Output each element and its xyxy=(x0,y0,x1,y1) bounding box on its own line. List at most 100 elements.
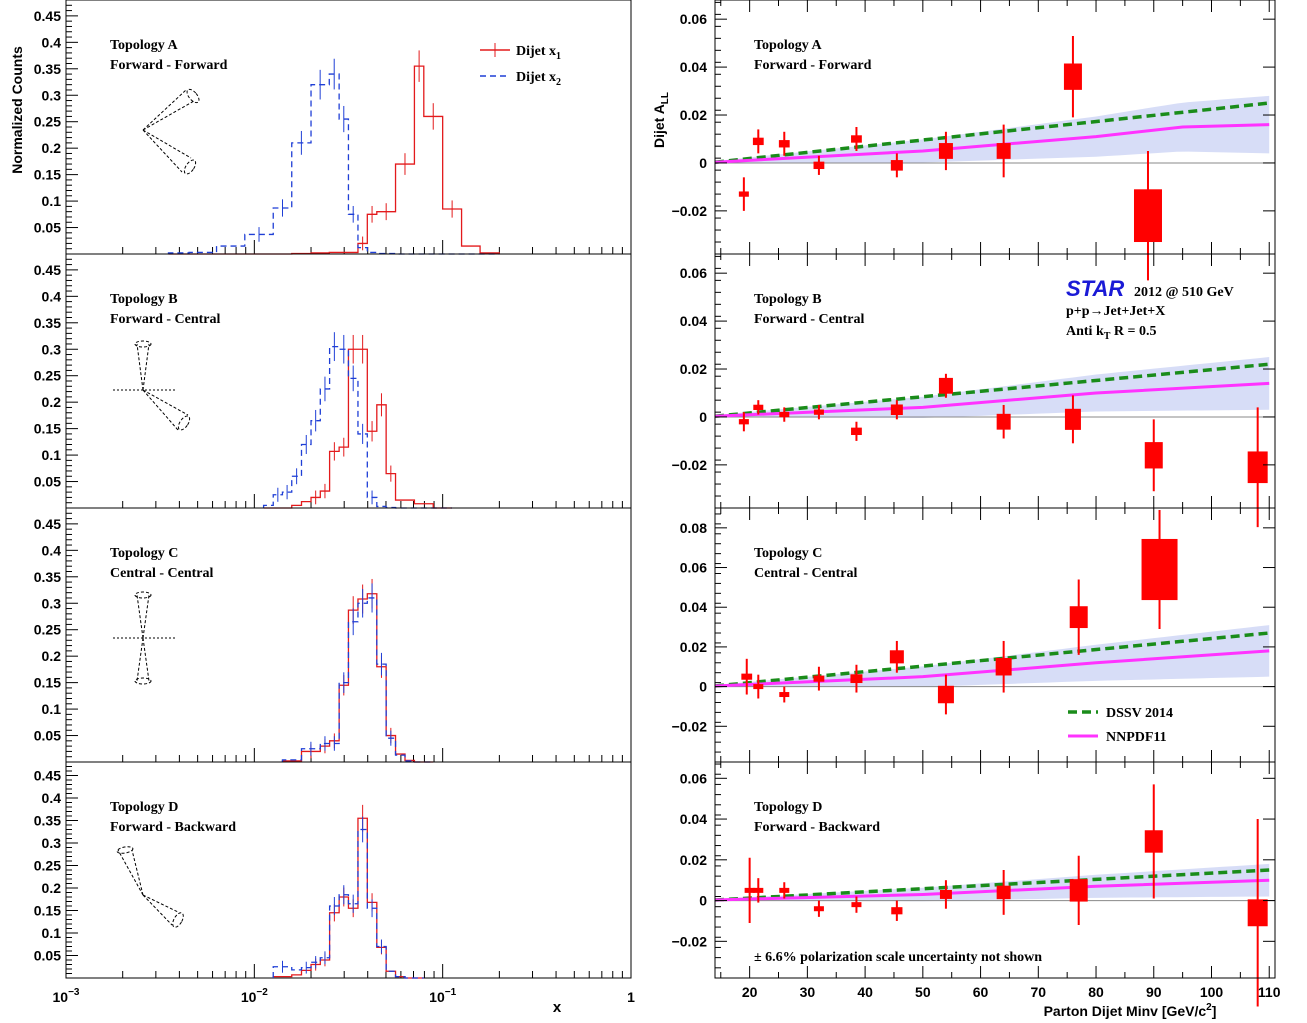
y-tick-label: 0.15 xyxy=(34,675,61,691)
right-x-tick-label: 70 xyxy=(1031,984,1047,1000)
data-point-sys-box xyxy=(779,692,790,698)
topology-title: Topology C xyxy=(754,546,822,561)
data-point-sys-box xyxy=(753,684,764,690)
hist-x1 xyxy=(281,593,434,763)
topology-subtitle: Forward - Backward xyxy=(754,820,880,835)
y-tick-label: −0.02 xyxy=(672,457,708,473)
right-x-tick-label: 50 xyxy=(915,984,931,1000)
topology-subtitle: Forward - Backward xyxy=(110,820,236,835)
jet-cone-icon xyxy=(113,340,191,431)
hist-panel-2: 0.05 0.1 0.15 0.2 0.25 0.3 0.35 0.4 0.45 Topology… xyxy=(34,253,632,509)
legend-x2-label: Dijet x2 xyxy=(516,70,561,88)
polarization-footnote: ± 6.6% polarization scale uncertainty no… xyxy=(754,950,1042,965)
cone-edge xyxy=(136,594,144,639)
algorithm-algo: Anti k xyxy=(1066,324,1104,339)
left-x-tick-label: 10−2 xyxy=(241,987,268,1005)
data-point-sys-box xyxy=(850,674,863,684)
asym-panel-4: −0.02 0 0.02 0.04 0.06 Topology D Forward - Ba… xyxy=(672,761,1276,1007)
left-x-tick-label: 10−3 xyxy=(53,987,80,1005)
y-tick-label: 0 xyxy=(699,409,707,425)
cone-mouth xyxy=(177,415,191,431)
asym-panel-1: −0.02 0 0.02 0.04 0.06 Topology A Forward - Fo… xyxy=(672,0,1276,281)
data-point-sys-box xyxy=(851,427,862,436)
right-x-label-end: ] xyxy=(1212,1003,1217,1019)
y-tick-label: 0.06 xyxy=(680,265,707,281)
left-x-axis-label: x xyxy=(553,999,562,1016)
topology-title: Topology B xyxy=(110,292,178,307)
right-x-tick-label: 80 xyxy=(1088,984,1104,1000)
dssv-curve xyxy=(714,868,1270,902)
hist-panel-1: 0.05 0.1 0.15 0.2 0.25 0.3 0.35 0.4 0.45 Topology… xyxy=(34,0,632,255)
right-x-tick-label: 60 xyxy=(973,984,989,1000)
nnpdf-uncertainty-band xyxy=(715,357,1270,418)
legend-dssv-label: DSSV 2014 xyxy=(1106,706,1173,721)
y-tick-label: 0.25 xyxy=(34,622,61,638)
cone-mouth xyxy=(134,340,152,348)
hist-panel-3: 0.05 0.1 0.15 0.2 0.25 0.3 0.35 0.4 0.45 Topology… xyxy=(34,507,632,763)
data-point-sys-box xyxy=(996,143,1011,159)
data-point-sys-box xyxy=(813,675,825,682)
left-y-axis-label: Normalized Counts xyxy=(9,46,25,174)
cone-edge xyxy=(136,637,144,682)
cone-mouth xyxy=(186,88,200,104)
right-y-axis-label: Dijet ALL xyxy=(651,92,671,148)
y-tick-label: 0.2 xyxy=(42,140,62,156)
y-tick-label: 0.3 xyxy=(42,835,62,851)
y-tick-label: 0.4 xyxy=(42,288,62,304)
y-tick-label: 0.2 xyxy=(42,648,62,664)
topology-title: Topology B xyxy=(754,292,822,307)
y-tick-label: 0.15 xyxy=(34,167,61,183)
cone-mouth xyxy=(172,912,184,928)
dssv-curve xyxy=(714,631,1270,688)
data-point-sys-box xyxy=(779,411,790,418)
y-tick-label: 0.1 xyxy=(42,447,62,463)
right-x-tick-label: 40 xyxy=(857,984,873,1000)
topology-title: Topology C xyxy=(110,546,178,561)
topology-title: Topology D xyxy=(754,800,822,815)
topology-subtitle: Forward - Forward xyxy=(110,58,228,73)
left-x-tick-label: 10−1 xyxy=(429,987,456,1005)
jet-cone-icon xyxy=(113,591,177,685)
data-point-sys-box xyxy=(1144,830,1163,853)
topology-title: Topology A xyxy=(110,38,178,53)
y-tick-label: 0.35 xyxy=(34,569,61,585)
y-tick-label: −0.02 xyxy=(672,203,708,219)
star-logo: STAR xyxy=(1066,276,1124,301)
y-tick-label: 0.3 xyxy=(42,341,62,357)
topology-subtitle: Forward - Forward xyxy=(754,58,872,73)
y-tick-label: 0.4 xyxy=(42,790,62,806)
data-point-sys-box xyxy=(778,140,790,148)
data-point-sys-box xyxy=(813,161,825,170)
right-y-label-sub: LL xyxy=(660,92,671,104)
cone-lines xyxy=(142,389,189,431)
y-tick-label: 0.4 xyxy=(42,34,62,50)
hist-x1 xyxy=(168,65,501,255)
data-point-sys-box xyxy=(813,906,824,912)
y-tick-label: 0 xyxy=(699,679,707,695)
nnpdf-curve xyxy=(714,123,1270,164)
data-point-sys-box xyxy=(813,409,824,415)
data-point-sys-box xyxy=(741,673,753,680)
star-annotation: STAR 2012 @ 510 GeV p+p→Jet+Jet+X Anti kT R… xyxy=(1066,276,1234,342)
y-tick-label: 0.05 xyxy=(34,728,61,744)
data-point-sys-box xyxy=(1141,538,1178,601)
nnpdf-uncertainty-band xyxy=(715,863,1270,902)
data-point-sys-box xyxy=(738,419,749,425)
plot-frame xyxy=(714,761,1276,979)
data-point-sys-box xyxy=(779,887,790,893)
hist-x1 xyxy=(272,817,424,979)
y-tick-label: 0.05 xyxy=(34,474,61,490)
y-tick-label: 0.04 xyxy=(680,59,707,75)
y-tick-label: 0.3 xyxy=(42,595,62,611)
hist-x2 xyxy=(167,73,500,255)
algorithm-text: Anti kT R = 0.5 xyxy=(1066,324,1157,342)
y-tick-label: −0.02 xyxy=(672,933,708,949)
data-point-sys-box xyxy=(1069,879,1088,902)
nnpdf-uncertainty-band xyxy=(715,95,1270,164)
hist-x2 xyxy=(262,345,452,509)
right-x-tick-label: 30 xyxy=(800,984,816,1000)
y-tick-label: 0.02 xyxy=(680,107,707,123)
cone-edge xyxy=(142,343,150,391)
y-tick-label: −0.02 xyxy=(672,718,708,734)
asym-panel-3: −0.02 0 0.02 0.04 0.06 0.08 Topology C Central … xyxy=(672,507,1276,763)
